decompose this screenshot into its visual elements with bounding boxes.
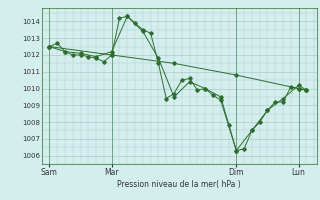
- X-axis label: Pression niveau de la mer( hPa ): Pression niveau de la mer( hPa ): [117, 180, 241, 189]
